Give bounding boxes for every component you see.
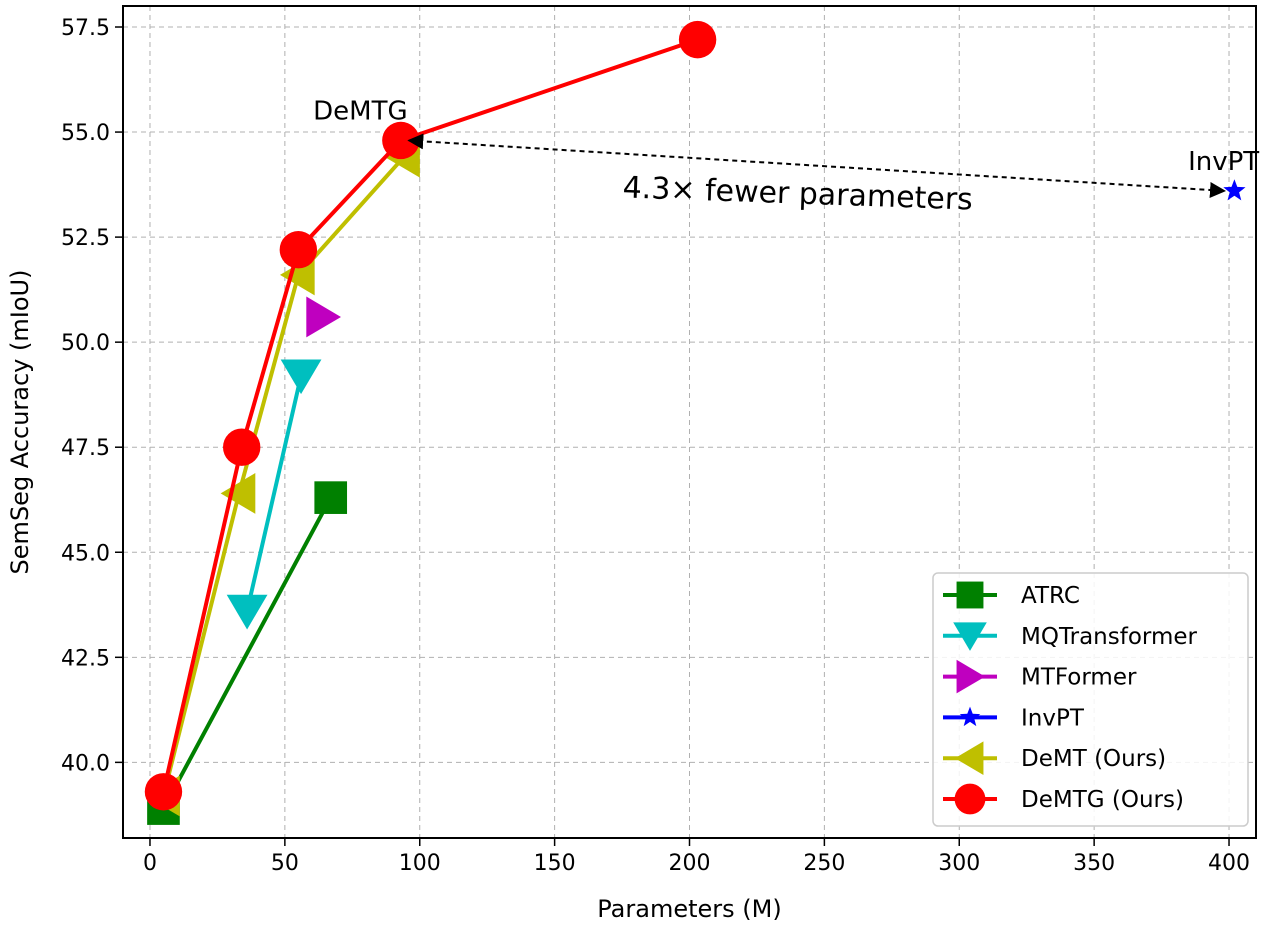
legend-label: MQTransformer [1021,624,1198,650]
legend-label: DeMT (Ours) [1021,746,1166,772]
y-tick-label: 50.0 [61,331,110,356]
series-layer [144,20,1246,825]
legend-item: ATRC [943,581,1080,609]
legend-label: InvPT [1021,705,1085,731]
series-line [161,496,333,810]
series-line [245,375,303,612]
y-tick-label: 42.5 [61,646,110,671]
axis-ticks: 0 50 100 150 200 250 300 350 400 40.0 42.5 45.0 47.5… [61,16,1250,876]
y-tick-label: 55.0 [61,121,110,146]
x-tick-label: 50 [271,851,299,876]
x-tick-label: 300 [938,851,980,876]
y-tick-label: 47.5 [61,436,110,461]
y-tick-label: 57.5 [61,16,110,41]
legend-item: MTFormer [943,659,1137,694]
annotation-label: DeMTG [313,96,407,126]
series-demtg-ours [144,20,717,811]
legend-marker [959,706,981,727]
comparison-arrow [407,133,1227,198]
series-mtformer [306,296,341,338]
legend-label: DeMTG (Ours) [1021,787,1184,813]
y-tick-label: 45.0 [61,541,110,566]
legend-item: MQTransformer [943,622,1198,651]
data-point [144,773,183,811]
legend-item: DeMTG (Ours) [943,783,1184,815]
y-axis-label: SemSeg Accuracy (mIoU) [6,270,34,575]
legend-item: DeMT (Ours) [943,741,1166,775]
legend-marker [954,741,984,775]
x-tick-label: 250 [803,851,845,876]
data-point [382,121,420,160]
legend-item: InvPT [943,705,1085,731]
data-point [226,594,268,630]
y-tick-label: 52.5 [61,226,110,251]
legend-marker [956,659,986,694]
legend-box [932,572,1249,827]
data-point [222,428,261,466]
data-point [220,473,256,514]
x-tick-label: 150 [534,851,576,876]
x-axis-label: Parameters (M) [597,895,781,923]
data-point [280,359,322,395]
data-point [279,231,318,269]
x-tick-label: 400 [1208,851,1250,876]
data-point [678,20,717,59]
annotation-label: InvPT [1188,147,1259,177]
x-tick-label: 200 [669,851,711,876]
legend: ATRC MQTransformer MTFormer InvPT DeMT (Ours… [932,572,1249,827]
series-mqtransformer [226,359,322,630]
legend-marker [954,783,986,815]
x-tick-label: 0 [143,851,157,876]
legend-label: ATRC [1021,583,1080,609]
data-point [306,296,341,338]
legend-marker [953,622,987,651]
legend-marker [956,581,984,609]
y-tick-label: 40.0 [61,751,110,776]
data-point [1223,179,1246,201]
series-line [161,155,406,797]
series-invpt [1223,179,1246,201]
data-point [314,481,348,514]
legend-label: MTFormer [1021,665,1137,691]
x-tick-label: 100 [399,851,441,876]
x-tick-label: 350 [1073,851,1115,876]
